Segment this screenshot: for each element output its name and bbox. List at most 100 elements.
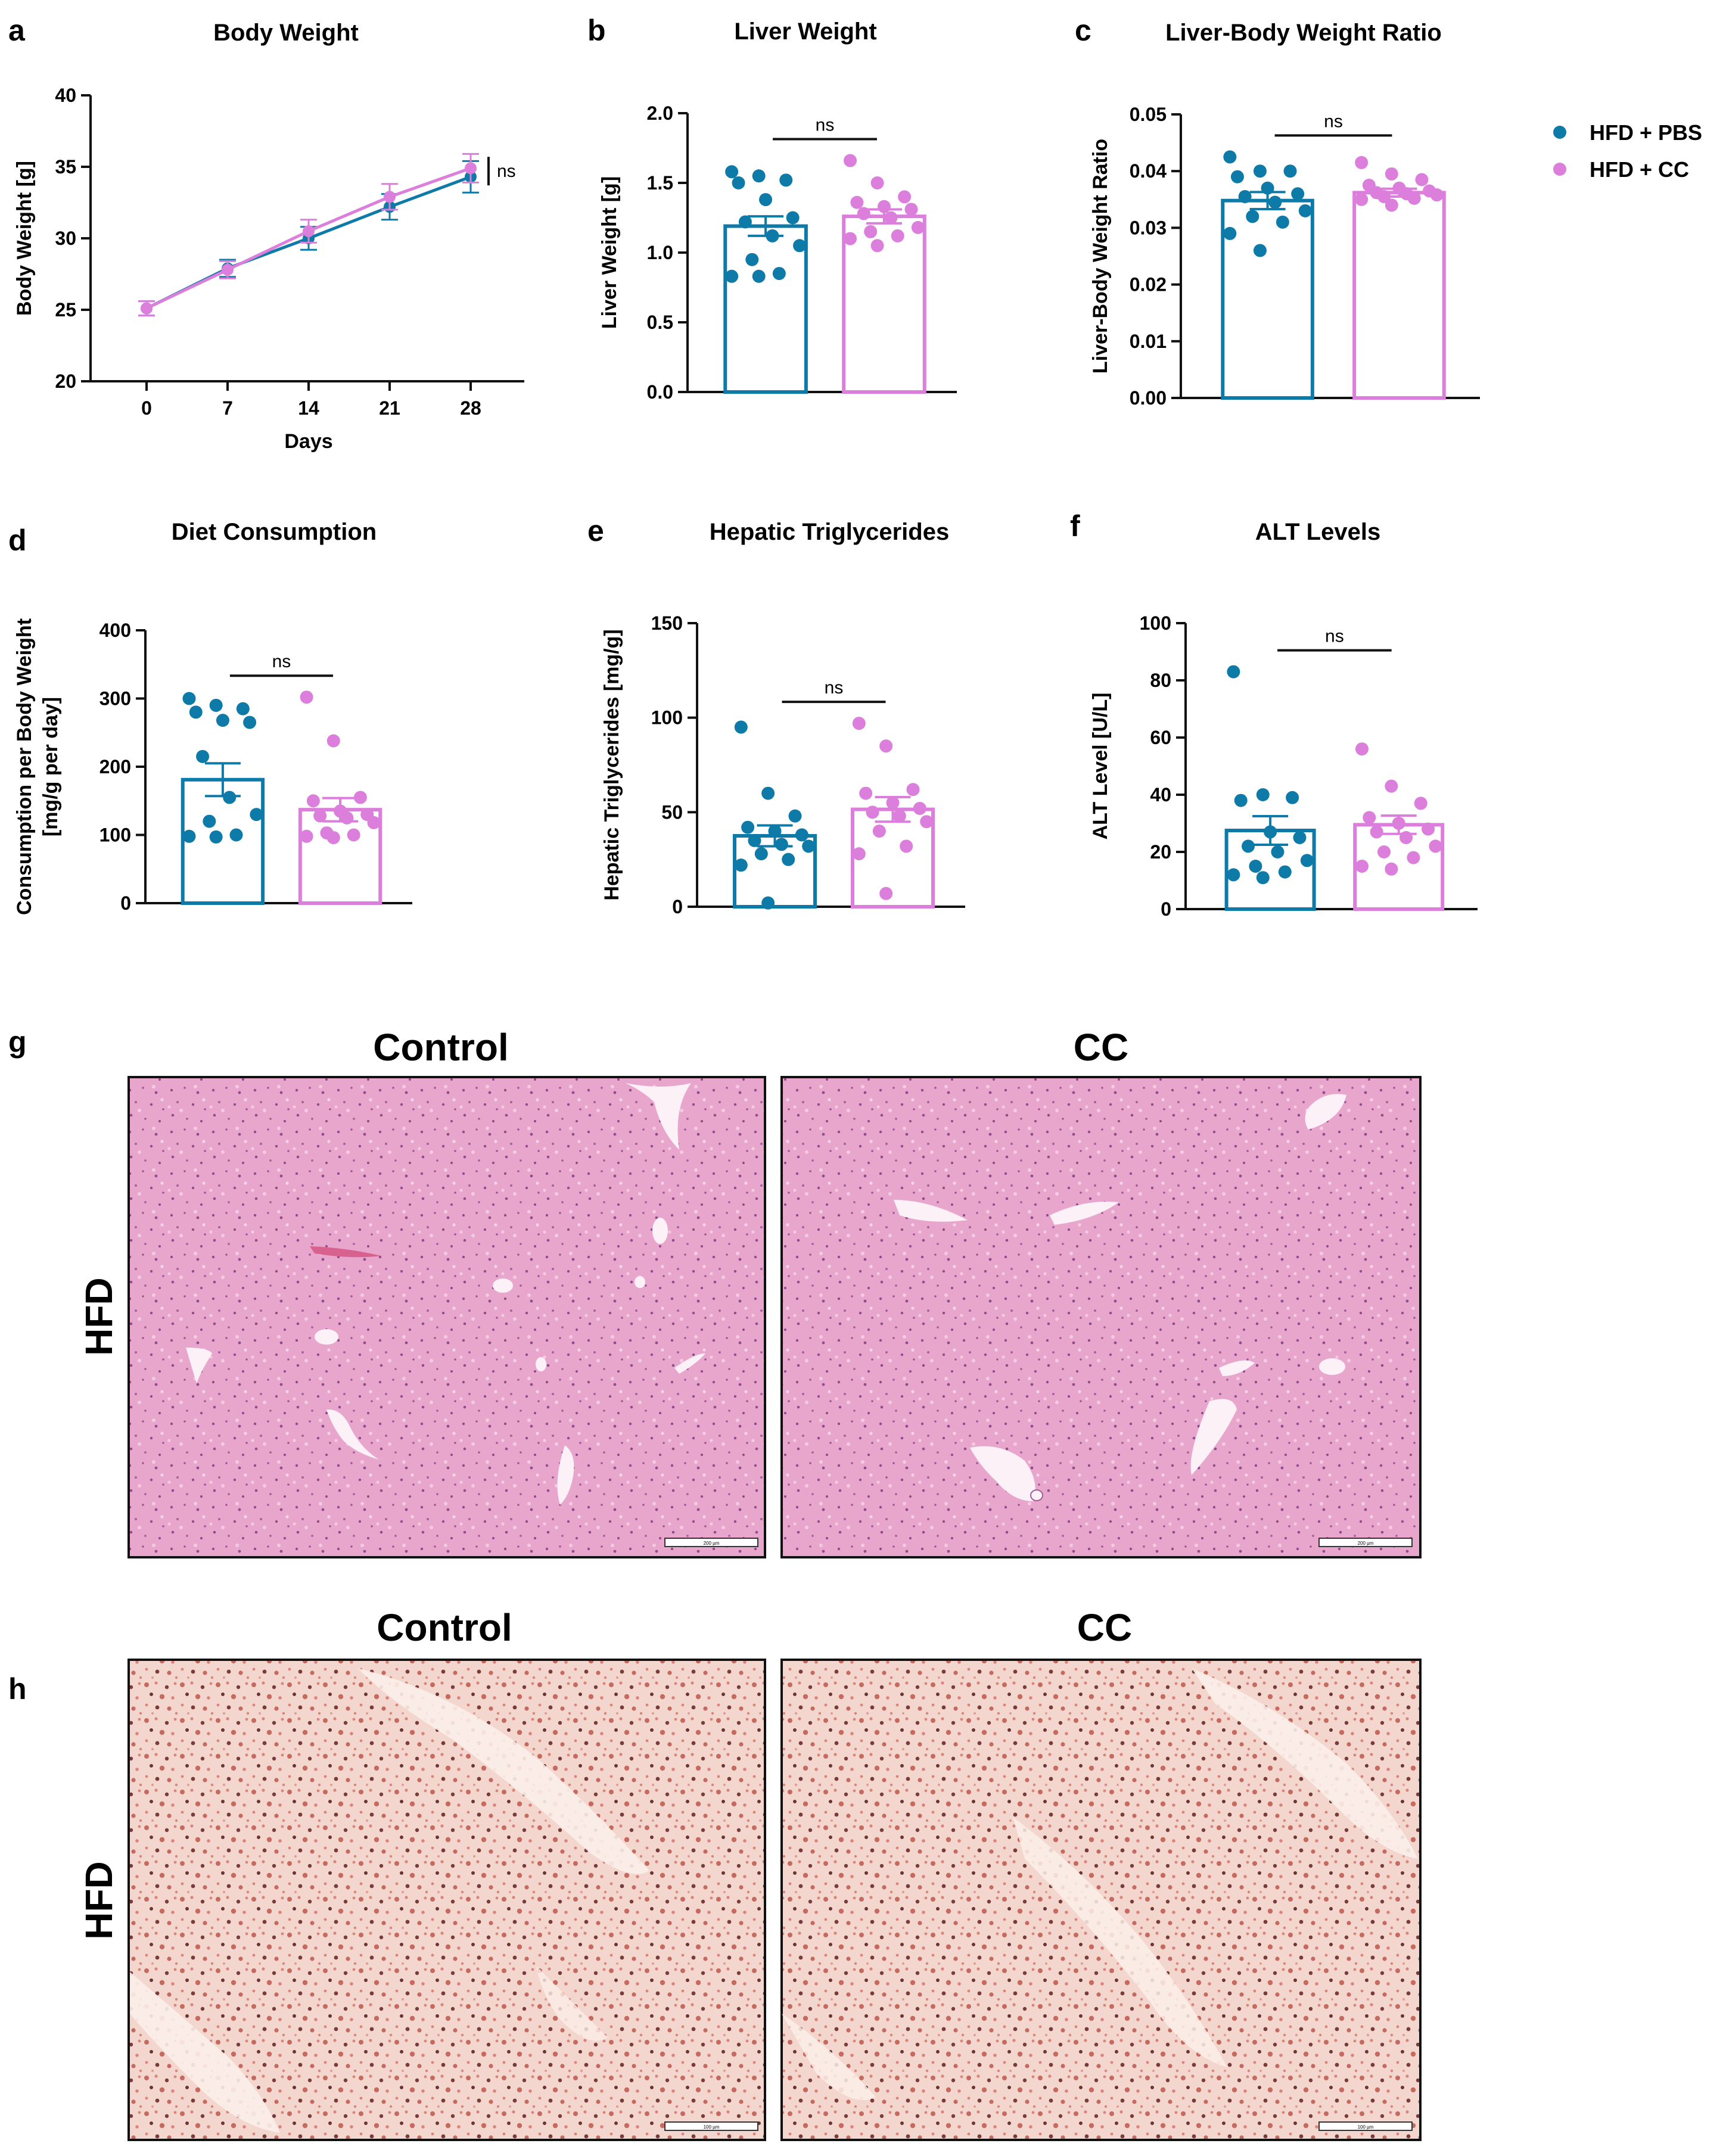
liver-weight-point-cc: [884, 211, 898, 225]
diet-consumption-point-cc: [300, 690, 313, 704]
panel-letter-f: f: [1070, 509, 1080, 543]
scale-bar-g-cc: [1318, 1538, 1413, 1547]
liver-body-ratio-title: Liver-Body Weight Ratio: [1165, 20, 1442, 46]
liver-body-ratio-point-cc: [1355, 192, 1369, 206]
liver-weight-point-cc: [857, 207, 870, 220]
chart-hepatic-triglycerides: e Hepatic Triglycerides Hepatic Triglyceri…: [587, 514, 965, 917]
panel-g-column-cc: CC: [1074, 1026, 1128, 1069]
diet-consumption-ylabel-line1: Consumption per Body Weight: [13, 618, 36, 915]
chart-liver-weight: b Liver Weight Liver Weight [g] 0.0 0.5 1.0 1.…: [587, 14, 957, 403]
liver-body-ratio-ytick-label: 0.04: [1130, 160, 1167, 182]
hepatic-tg-ylabel: Hepatic Triglycerides [mg/g]: [601, 629, 623, 900]
alt-levels-point-pbs: [1271, 845, 1285, 858]
liver-weight-point-pbs: [752, 269, 766, 283]
liver-weight-point-pbs: [732, 176, 745, 189]
diet-consumption-point-cc: [326, 831, 340, 845]
hepatic-tg-point-pbs: [795, 828, 808, 842]
liver-weight-significance-label: ns: [816, 116, 835, 135]
liver-body-ratio-point-pbs: [1298, 204, 1312, 217]
liver-body-ratio-point-pbs: [1261, 181, 1274, 195]
diet-consumption-point-pbs: [203, 814, 216, 828]
hepatic-tg-point-cc: [866, 805, 879, 819]
diet-consumption-point-cc: [367, 816, 381, 829]
legend-marker-cc: [1553, 163, 1566, 176]
alt-levels-point-cc: [1385, 862, 1398, 876]
diet-consumption-significance-label: ns: [272, 652, 291, 671]
hepatic-tg-point-pbs: [754, 847, 768, 861]
alt-levels-point-pbs: [1300, 854, 1314, 867]
diet-consumption-bar-pbs: [181, 777, 265, 905]
diet-consumption-point-pbs: [229, 828, 243, 842]
liver-weight-point-pbs: [772, 267, 786, 281]
alt-levels-significance-label: ns: [1325, 627, 1344, 646]
liver-weight-ytick-label: 1.5: [647, 172, 673, 194]
alt-levels-ytick-label: 40: [1150, 784, 1171, 805]
hepatic-tg-point-pbs: [761, 896, 775, 910]
liver-weight-point-cc: [844, 232, 857, 245]
liver-body-ratio-point-pbs: [1253, 244, 1267, 257]
panel-letter-g: g: [8, 1025, 27, 1059]
diet-consumption-point-pbs: [243, 715, 257, 729]
liver-body-ratio-point-pbs: [1230, 170, 1244, 183]
body-weight-xtick-label: 28: [460, 397, 481, 419]
alt-levels-point-pbs: [1249, 860, 1262, 873]
liver-weight-point-cc: [850, 195, 864, 209]
diet-consumption-ytick-label: 0: [120, 892, 131, 914]
alt-levels-ytick-label: 0: [1161, 898, 1171, 920]
body-weight-xtick-label: 0: [141, 397, 152, 419]
diet-consumption-point-cc: [313, 809, 327, 823]
alt-levels-point-pbs: [1278, 865, 1292, 879]
oro-image-cc: 100 µm: [780, 1659, 1422, 2141]
liver-body-ratio-point-pbs: [1291, 187, 1305, 201]
liver-weight-point-pbs: [725, 269, 739, 283]
alt-levels-point-pbs: [1227, 868, 1240, 882]
alt-levels-point-cc: [1385, 779, 1398, 793]
hepatic-tg-significance-label: ns: [825, 678, 844, 698]
alt-levels-point-pbs: [1256, 788, 1270, 801]
chart-body-weight: a Body Weight Body Weight [g] 20 25 30 35 40 0 7 1…: [8, 14, 524, 453]
chart-liver-body-ratio: c Liver-Body Weight Ratio Liver-Body Weigh…: [1075, 14, 1480, 409]
alt-levels-ytick-label: 100: [1140, 612, 1171, 634]
liver-body-ratio-ytick-label: 0.00: [1130, 387, 1167, 409]
liver-body-ratio-ytick-label: 0.02: [1130, 274, 1167, 295]
alt-levels-point-cc: [1355, 742, 1369, 756]
liver-weight-point-pbs: [793, 239, 807, 253]
liver-weight-ytick-label: 0.0: [647, 381, 673, 403]
liver-weight-ylabel: Liver Weight [g]: [598, 176, 621, 329]
alt-levels-point-cc: [1355, 860, 1369, 873]
hepatic-tg-point-pbs: [734, 858, 748, 872]
liver-body-ratio-point-pbs: [1268, 195, 1282, 209]
hepatic-tg-point-pbs: [748, 833, 761, 847]
liver-body-ratio-point-pbs: [1223, 150, 1237, 164]
panel-g-row-hfd: HFD: [77, 1277, 120, 1356]
hepatic-tg-point-cc: [879, 739, 893, 753]
diet-consumption-point-cc: [300, 829, 313, 843]
alt-levels-point-pbs: [1286, 791, 1299, 804]
he-image-control: 200 µm: [127, 1076, 766, 1558]
liver-body-ratio-point-cc: [1355, 155, 1369, 169]
hepatic-tg-ytick-label: 50: [661, 801, 683, 823]
body-weight-significance-label: ns: [497, 161, 516, 181]
liver-weight-bar-cc: [842, 214, 926, 394]
hepatic-tg-point-cc: [852, 847, 866, 861]
alt-levels-point-pbs: [1256, 871, 1270, 885]
hepatic-tg-point-cc: [859, 786, 873, 800]
panel-letter-h: h: [8, 1672, 27, 1706]
liver-weight-bar-pbs: [723, 224, 808, 394]
diet-consumption-point-pbs: [209, 830, 223, 844]
liver-body-ratio-point-pbs: [1238, 190, 1252, 204]
liver-body-ratio-ylabel: Liver-Body Weight Ratio: [1089, 139, 1112, 374]
liver-weight-point-pbs: [738, 215, 752, 229]
alt-levels-point-cc: [1363, 811, 1376, 825]
diet-consumption-title: Diet Consumption: [172, 519, 377, 545]
liver-body-ratio-point-pbs: [1283, 164, 1297, 178]
hepatic-tg-point-cc: [906, 783, 920, 797]
liver-body-ratio-point-cc: [1377, 190, 1391, 204]
panel-letter-b: b: [587, 14, 606, 47]
hepatic-tg-point-cc: [852, 717, 866, 730]
panel-h-column-cc: CC: [1077, 1606, 1132, 1649]
diet-consumption-point-pbs: [216, 714, 229, 727]
liver-body-ratio-point-cc: [1407, 191, 1421, 205]
liver-body-ratio-point-cc: [1385, 167, 1398, 181]
